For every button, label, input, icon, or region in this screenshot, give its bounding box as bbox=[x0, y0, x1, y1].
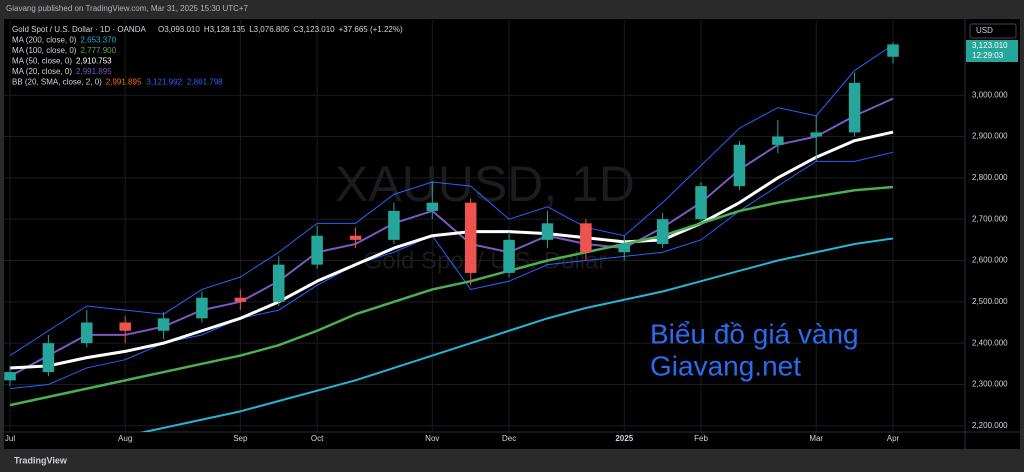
candle-body bbox=[618, 243, 631, 253]
candle-body bbox=[772, 136, 784, 145]
legend-series-value: 2,653.370 bbox=[80, 36, 116, 45]
legend-ohlc: +37.665 (+1.22%) bbox=[339, 25, 403, 34]
moving-average-line bbox=[9, 130, 894, 370]
candle-body bbox=[503, 239, 515, 273]
candle-body bbox=[695, 186, 707, 220]
legend-series-name: MA (100, close, 0) bbox=[12, 46, 77, 55]
legend-ohlc: O3,093.010 bbox=[158, 25, 200, 34]
candle-body bbox=[157, 318, 170, 331]
y-tick-label: 2,600.000 bbox=[972, 256, 1008, 265]
y-tick-label: 2,200.000 bbox=[972, 421, 1008, 430]
moving-average-line bbox=[139, 237, 894, 432]
watermark-symbol: XAUUSD, 1D bbox=[335, 156, 635, 212]
x-tick-label: Mar bbox=[809, 434, 823, 443]
bollinger-upper bbox=[9, 44, 894, 356]
candle-body bbox=[388, 210, 400, 240]
currency-button-label[interactable]: USD bbox=[976, 26, 993, 35]
candle-body bbox=[887, 44, 899, 57]
candle-body bbox=[4, 372, 16, 381]
candle-body bbox=[234, 297, 247, 302]
y-tick-label: 2,300.000 bbox=[972, 380, 1008, 389]
y-tick-label: 2,400.000 bbox=[972, 338, 1008, 347]
plot bbox=[4, 42, 899, 432]
overlay-site: Giavang.net bbox=[650, 350, 801, 381]
candle-body bbox=[464, 202, 477, 273]
price-tag-countdown: 12:29:03 bbox=[972, 51, 1004, 60]
y-tick-label: 3,000.000 bbox=[972, 90, 1008, 99]
candle-body bbox=[541, 223, 554, 240]
x-tick-label: Dec bbox=[502, 434, 516, 443]
candle-body bbox=[196, 297, 208, 319]
candle-body bbox=[580, 223, 592, 253]
x-tick-label: Nov bbox=[425, 434, 439, 443]
legend-ohlc: L3,076.805 bbox=[249, 25, 290, 34]
legend-symbol: Gold Spot / U.S. Dollar · 1D · OANDA bbox=[12, 25, 146, 34]
legend-ohlc: H3,128.135 bbox=[204, 25, 246, 34]
candle-body bbox=[426, 202, 439, 211]
moving-average-line bbox=[9, 185, 894, 407]
candle-body bbox=[656, 219, 669, 244]
legend-ohlc: C3,123.010 bbox=[293, 25, 335, 34]
y-tick-label: 2,800.000 bbox=[972, 173, 1008, 182]
price-tag bbox=[966, 40, 1018, 62]
legend-bands-name: BB (20, SMA, close, 2, 0) bbox=[12, 78, 102, 87]
legend-series-name: MA (20, close, 0) bbox=[12, 67, 72, 76]
y-tick-label: 2,900.000 bbox=[972, 132, 1008, 141]
currency-button[interactable] bbox=[969, 23, 1017, 39]
moving-average-line bbox=[9, 97, 894, 378]
legend-series-value: 2,991.895 bbox=[76, 67, 112, 76]
candle-body bbox=[119, 322, 131, 331]
x-tick-label: Aug bbox=[118, 434, 132, 443]
x-tick-label: Sep bbox=[233, 434, 248, 443]
footer-logo: TradingView bbox=[14, 455, 68, 465]
legend-bands-value: 2,861.798 bbox=[187, 78, 223, 87]
candle-body bbox=[42, 343, 55, 373]
legend-bands-value: 3,121.992 bbox=[146, 78, 182, 87]
price-tag-price: 3,123.010 bbox=[972, 41, 1008, 50]
header: Giavang published on TradingView.com, Ma… bbox=[6, 4, 249, 13]
candle-body bbox=[810, 132, 822, 137]
x-tick-label: 2025 bbox=[615, 434, 633, 443]
overlay-title: Biểu đồ giá vàng bbox=[650, 318, 859, 349]
legend-series-name: MA (200, close, 0) bbox=[12, 36, 77, 45]
candle-body bbox=[848, 82, 861, 133]
legend-bands-value: 2,991.895 bbox=[106, 78, 142, 87]
x-tick-label: Jul bbox=[5, 434, 15, 443]
candle-body bbox=[272, 264, 285, 302]
y-tick-label: 2,700.000 bbox=[972, 214, 1008, 223]
candle-body bbox=[349, 235, 362, 240]
legend-series-value: 2,777.900 bbox=[80, 46, 116, 55]
candle-body bbox=[733, 144, 746, 187]
candle-body bbox=[81, 322, 93, 344]
x-tick-label: Oct bbox=[311, 434, 324, 443]
y-tick-label: 2,500.000 bbox=[972, 297, 1008, 306]
legend-series-name: MA (50, close, 0) bbox=[12, 57, 72, 66]
candle-body bbox=[311, 235, 323, 265]
x-tick-label: Apr bbox=[887, 434, 900, 443]
legend-series-value: 2,910.753 bbox=[76, 57, 112, 66]
x-tick-label: Feb bbox=[694, 434, 708, 443]
